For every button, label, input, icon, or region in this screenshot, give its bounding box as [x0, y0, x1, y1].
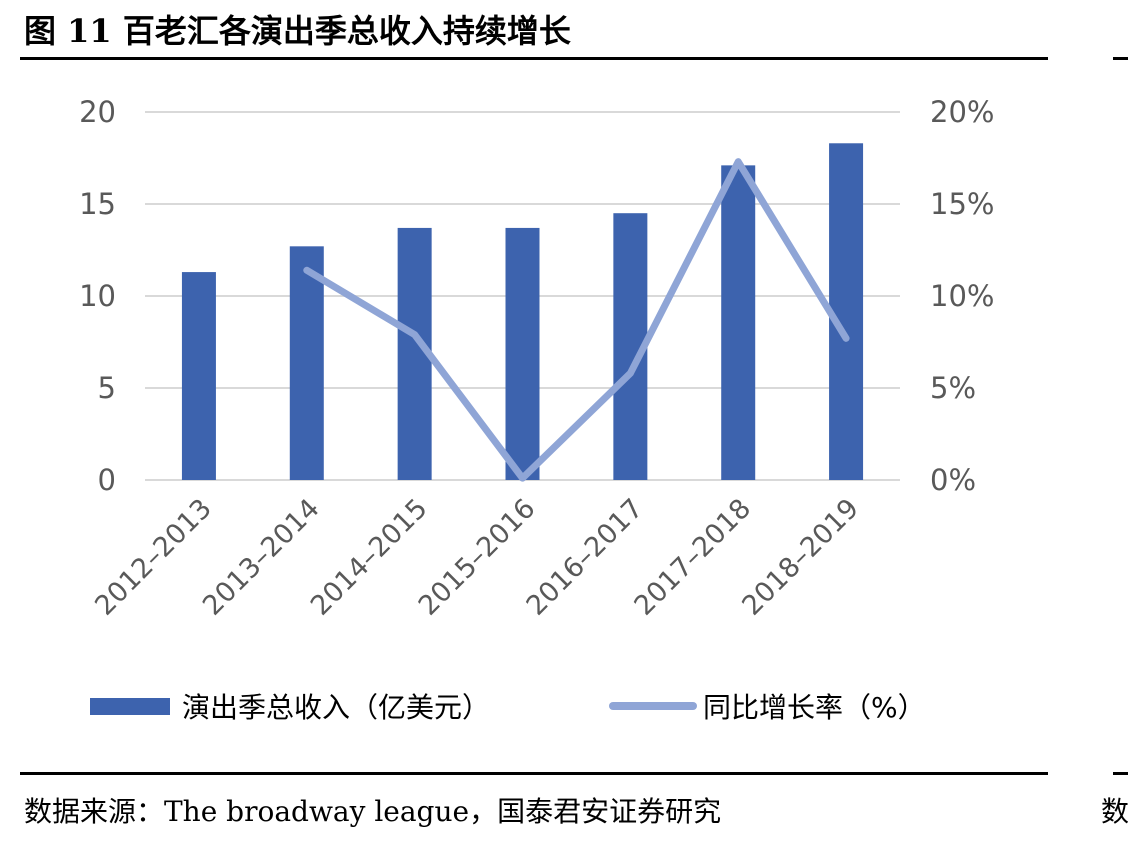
figure-title: 图 11 百老汇各演出季总收入持续增长	[24, 12, 571, 50]
legend: 演出季总收入（亿美元） 同比增长率（%）	[90, 691, 926, 724]
legend-swatch-revenue	[90, 698, 170, 715]
bar	[181, 272, 216, 480]
chart: 0 5 10 15 20 0% 5% 10% 15% 20% 2012–20132013–201…	[79, 95, 994, 724]
right-panel-source-note: 数	[1101, 795, 1128, 828]
left-tick-label: 15	[79, 187, 116, 221]
right-axis-ticks: 0% 5% 10% 15% 20%	[930, 95, 994, 497]
x-tick-label: 2018–2019	[736, 493, 865, 622]
legend-label-revenue: 演出季总收入（亿美元）	[182, 691, 490, 724]
left-axis-ticks: 0 5 10 15 20	[79, 95, 116, 497]
bar	[829, 143, 864, 480]
bar	[505, 227, 540, 480]
right-tick-label: 15%	[930, 187, 994, 221]
bar-series	[181, 143, 864, 481]
source-note: 数据来源：The broadway league，国泰君安证券研究	[24, 795, 722, 828]
right-tick-label: 5%	[930, 371, 976, 405]
left-tick-label: 5	[98, 371, 116, 405]
line-series	[303, 158, 850, 482]
left-tick-label: 10	[79, 279, 116, 313]
right-tick-label: 10%	[930, 279, 994, 313]
footer-rule	[20, 772, 1048, 775]
right-panel-title-underline	[1113, 57, 1128, 60]
bar	[721, 165, 756, 481]
right-tick-label: 0%	[930, 463, 976, 497]
x-axis-ticks: 2012–20132013–20142014–20152015–20162016…	[89, 493, 865, 622]
bar	[289, 246, 324, 480]
legend-label-growth: 同比增长率（%）	[703, 691, 926, 724]
right-panel-footer-rule	[1113, 772, 1128, 775]
growth-rate-line	[303, 158, 850, 482]
title-underline	[20, 57, 1048, 60]
left-tick-label: 0	[98, 463, 116, 497]
right-tick-label: 20%	[930, 95, 994, 129]
left-tick-label: 20	[79, 95, 116, 129]
